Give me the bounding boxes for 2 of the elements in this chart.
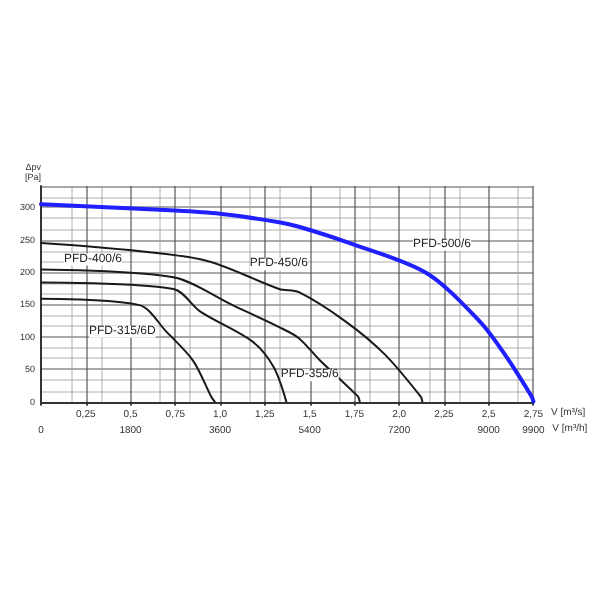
line-series [40, 297, 216, 403]
line-series [40, 268, 361, 403]
